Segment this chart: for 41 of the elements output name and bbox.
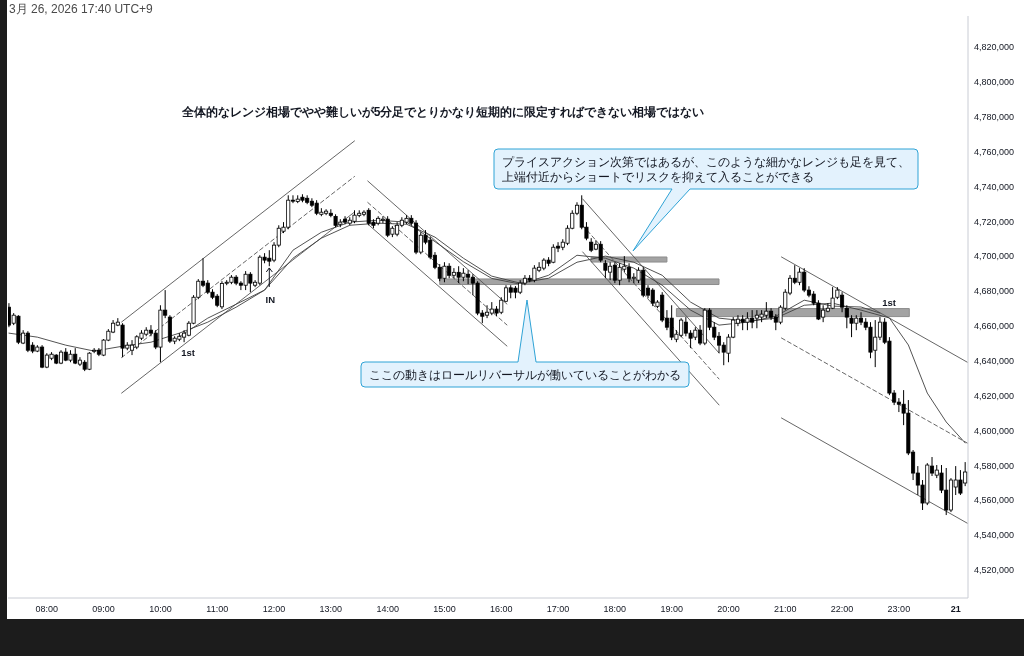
- y-tick-label: 4,780,000: [974, 112, 1015, 123]
- y-tick-label: 4,580,000: [974, 460, 1015, 471]
- y-tick-label: 4,800,000: [974, 77, 1015, 88]
- y-tick-label: 4,820,000: [974, 42, 1015, 53]
- x-tick-label: 23:00: [887, 604, 911, 614]
- y-tick-label: 4,700,000: [974, 251, 1015, 262]
- x-tick-label: 20:00: [717, 604, 740, 614]
- annotation: ここの動きはロールリバーサルが働いていることがわかる: [369, 367, 681, 382]
- x-tick-label: 08:00: [35, 604, 59, 614]
- y-tick-label: 4,640,000: [974, 356, 1015, 367]
- x-tick-label: 14:00: [376, 604, 399, 614]
- annotation: IN: [265, 294, 276, 306]
- y-tick-label: 4,620,000: [974, 390, 1015, 401]
- text: 3月 26, 2026 17:40 UTC+9: [9, 2, 154, 16]
- x-tick-label: 09:00: [92, 604, 115, 614]
- x-tick-label: 19:00: [660, 604, 683, 614]
- y-tick-label: 4,600,000: [974, 425, 1015, 436]
- x-tick-label: 15:00: [433, 604, 456, 614]
- annotation: 上端付近からショートでリスクを抑えて入ることができる: [502, 169, 814, 184]
- x-tick-label: 13:00: [319, 604, 343, 614]
- y-tick-label: 4,760,000: [974, 146, 1015, 157]
- x-tick-label: 11:00: [206, 604, 229, 614]
- x-tick-label: 18:00: [603, 604, 627, 614]
- x-tick-label: 21:00: [774, 604, 797, 614]
- annotation: 1st: [882, 296, 897, 308]
- x-tick-label: 21: [950, 604, 961, 614]
- x-tick-label: 12:00: [262, 604, 286, 614]
- y-tick-label: 4,660,000: [974, 321, 1015, 332]
- y-tick-label: 4,560,000: [974, 495, 1015, 506]
- y-tick-label: 4,520,000: [974, 565, 1015, 576]
- x-tick-label: 17:00: [546, 604, 570, 614]
- x-tick-label: 16:00: [489, 604, 513, 614]
- x-tick-label: 10:00: [149, 604, 172, 614]
- y-tick-label: 4,540,000: [974, 530, 1015, 541]
- y-tick-label: 4,680,000: [974, 286, 1015, 297]
- annotation: 1st: [181, 346, 196, 358]
- y-tick-label: 4,740,000: [974, 181, 1015, 192]
- y-tick-label: 4,720,000: [974, 216, 1015, 227]
- annotation: プライスアクション次第ではあるが、このような細かなレンジも足を見て、: [502, 154, 910, 169]
- text: 全体的なレンジ相場でやや難しいが5分足でとりかなり短期的に限定すればできない相場ではない: [180, 105, 705, 119]
- x-tick-label: 22:00: [830, 604, 854, 614]
